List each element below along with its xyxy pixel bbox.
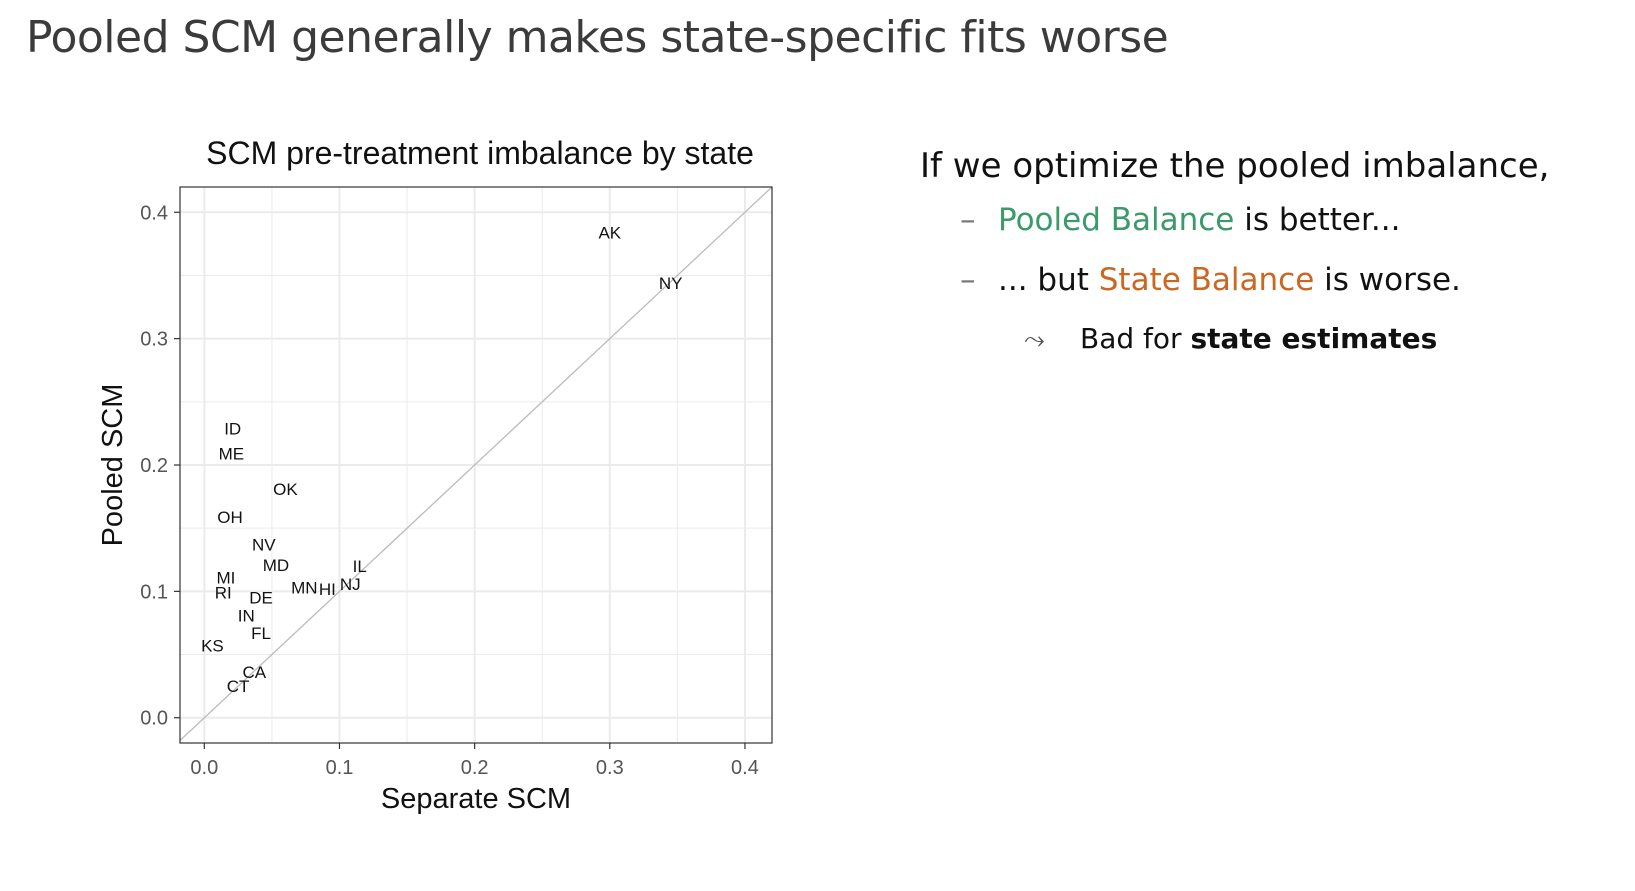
y-axis-label: Pooled SCM: [97, 384, 129, 547]
bullet-lead: If we optimize the pooled imbalance,: [920, 146, 1550, 186]
slide-title: Pooled SCM generally makes state-specifi…: [26, 12, 1169, 63]
point-label-me: ME: [219, 445, 245, 464]
bullet-text-post: is worse.: [1314, 262, 1461, 298]
squiggle-arrow-icon: ⤳: [1024, 325, 1045, 355]
x-axis-label: Separate SCM: [381, 783, 571, 815]
y-tick-label: 0.0: [140, 708, 168, 730]
dash-marker: –: [960, 202, 976, 238]
y-tick-label: 0.3: [140, 329, 168, 351]
y-tick-label: 0.2: [140, 455, 168, 477]
bullet-list: If we optimize the pooled imbalance, – Po…: [920, 140, 1620, 356]
x-axis-ticks: 0.0 0.1 0.2 0.3 0.4: [190, 743, 759, 779]
point-label-ks: KS: [201, 637, 224, 656]
point-label-ny: NY: [659, 274, 683, 293]
point-label-nj: NJ: [340, 575, 361, 594]
point-label-ca: CA: [243, 663, 267, 682]
bullet-text-pre: ... but: [998, 262, 1099, 298]
pooled-balance-highlight: Pooled Balance: [998, 202, 1235, 238]
sub-bullet: ⤳ Bad for state estimates: [1024, 322, 1620, 356]
point-label-ok: OK: [273, 480, 298, 499]
point-label-de: DE: [249, 589, 273, 608]
point-label-ri: RI: [215, 584, 232, 603]
bullet-item-state: –... but State Balance is worse.: [960, 262, 1620, 298]
x-tick-label: 0.2: [461, 757, 489, 779]
y-tick-label: 0.4: [140, 202, 168, 224]
bullet-text-post: is better...: [1234, 202, 1401, 238]
point-label-ct: CT: [227, 677, 250, 696]
y-axis-ticks: 0.0 0.1 0.2 0.3 0.4: [140, 202, 180, 730]
point-label-id: ID: [224, 419, 241, 438]
point-label-in: IN: [238, 606, 255, 625]
x-tick-label: 0.3: [596, 757, 624, 779]
dash-marker: –: [960, 262, 976, 298]
point-label-mi: MI: [217, 568, 236, 587]
sub-bullet-bold: state estimates: [1190, 322, 1438, 355]
point-label-md: MD: [263, 556, 289, 575]
sub-bullet-pre: Bad for: [1080, 322, 1191, 355]
identity-reference-line: [179, 186, 773, 741]
state-balance-highlight: State Balance: [1098, 262, 1315, 298]
scatter-chart: SCM pre-treatment imbalance by state AK N…: [97, 135, 773, 815]
chart-title: SCM pre-treatment imbalance by state: [206, 135, 754, 171]
point-label-nv: NV: [252, 536, 276, 555]
point-label-fl: FL: [251, 624, 271, 643]
y-tick-label: 0.1: [140, 581, 168, 603]
point-label-hi: HI: [319, 580, 336, 599]
x-tick-label: 0.0: [190, 757, 218, 779]
x-tick-label: 0.1: [326, 757, 354, 779]
x-tick-label: 0.4: [731, 757, 759, 779]
point-label-il: IL: [353, 557, 367, 576]
point-label-oh: OH: [217, 508, 243, 527]
bullet-item-pooled: – Pooled Balance is better...: [960, 202, 1620, 238]
point-label-mn: MN: [291, 579, 317, 598]
point-label-ak: AK: [598, 223, 621, 242]
chart-svg: SCM pre-treatment imbalance by state AK N…: [97, 135, 773, 815]
